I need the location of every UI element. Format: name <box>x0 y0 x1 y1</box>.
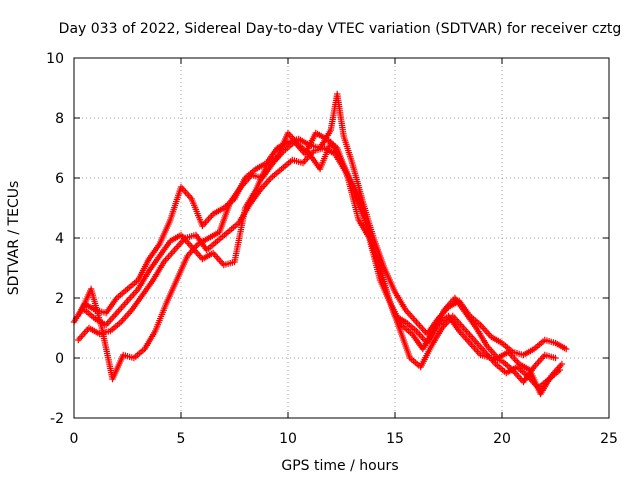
y-tick-label: 4 <box>55 231 64 247</box>
x-tick-label: 0 <box>70 431 79 447</box>
x-tick-label: 25 <box>600 431 618 447</box>
y-tick-label: 8 <box>55 111 64 127</box>
series-track-d <box>81 129 559 386</box>
y-tick-label: 6 <box>55 171 64 187</box>
axis-ticks <box>73 57 610 419</box>
x-tick-label: 15 <box>386 431 404 447</box>
y-tick-labels: -2 0 2 4 6 8 10 <box>46 51 64 427</box>
x-axis-label: GPS time / hours <box>281 458 398 474</box>
y-tick-label: -2 <box>50 411 64 427</box>
grid <box>74 58 609 418</box>
y-tick-label: 10 <box>46 51 64 67</box>
x-tick-labels: 0 5 10 15 20 25 <box>70 431 618 447</box>
x-tick-label: 20 <box>493 431 511 447</box>
data-point <box>558 360 566 368</box>
x-tick-label: 10 <box>279 431 297 447</box>
data-points <box>70 90 570 398</box>
y-axis-label: SDTVAR / TECUs <box>6 181 22 296</box>
series-track-a <box>70 90 570 359</box>
y-tick-label: 0 <box>55 351 64 367</box>
y-tick-label: 2 <box>55 291 64 307</box>
chart-title: Day 033 of 2022, Sidereal Day-to-day VTE… <box>59 21 622 37</box>
data-point <box>563 345 570 353</box>
data-point <box>552 354 559 362</box>
x-tick-label: 5 <box>177 431 186 447</box>
